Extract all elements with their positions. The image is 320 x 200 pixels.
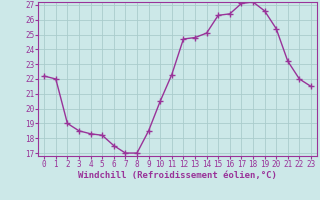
- X-axis label: Windchill (Refroidissement éolien,°C): Windchill (Refroidissement éolien,°C): [78, 171, 277, 180]
